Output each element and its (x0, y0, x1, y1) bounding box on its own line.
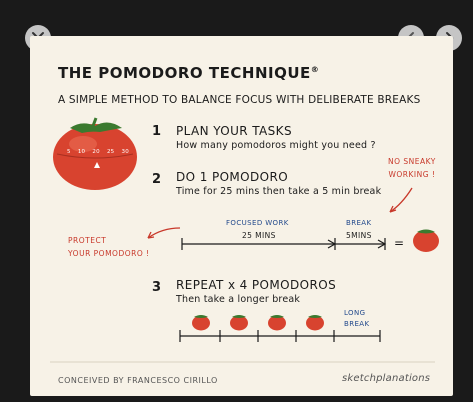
tomato-icon (413, 229, 439, 252)
tomato-timer-icon (53, 117, 137, 190)
step-description: Then take a longer break (176, 294, 301, 305)
work-duration-label: 25 MINS (242, 231, 276, 240)
subtitle: A SIMPLE METHOD TO BALANCE FOCUS WITH DE… (58, 94, 421, 106)
note-line: YOUR POMODORO ! (68, 249, 150, 258)
long-break-label: LONG BREAK (344, 308, 369, 330)
step-title: DO 1 POMODORO (176, 170, 289, 184)
step-title: PLAN YOUR TASKS (176, 124, 292, 138)
note-line: LONG (344, 309, 366, 317)
note-line: PROTECT (68, 236, 107, 245)
focused-work-label: FOCUSED WORK (226, 219, 289, 227)
break-duration-label: 5MINS (346, 231, 372, 240)
note-line: BREAK (344, 320, 370, 328)
step-description: Time for 25 mins then take a 5 min break (176, 186, 382, 197)
tomato-icon (230, 315, 248, 331)
brand-text: sketchplanations (342, 373, 431, 384)
timer-tick: 10 (77, 149, 86, 155)
timer-tick: 20 (92, 149, 100, 155)
title-text: THE POMODORO TECHNIQUE (58, 64, 311, 82)
arrow-protect (147, 227, 181, 239)
protect-pomodoro-note: PROTECT YOUR POMODORO ! (68, 234, 150, 260)
tomato-icon (306, 315, 324, 331)
step-number: 3 (152, 280, 162, 295)
step-number: 2 (152, 172, 162, 187)
no-sneaky-working-note: NO SNEAKY WORKING ! (388, 155, 436, 181)
tomato-icon (268, 315, 286, 331)
pomodoro-sketch-card: 5 10 20 25 30 THE POMODORO TECHNIQUE® A … (30, 36, 453, 396)
repeat-timeline (179, 330, 381, 342)
timer-ticks: 5 10 20 25 30 (67, 149, 129, 155)
note-line: NO SNEAKY (388, 157, 436, 166)
sketch-drawings (50, 117, 439, 363)
timer-tick: 30 (121, 149, 129, 155)
credit-text: CONCEIVED BY FRANCESCO CIRILLO (58, 376, 218, 385)
step-description: How many pomodoros might you need ? (176, 140, 376, 151)
timer-tick: 25 (106, 149, 115, 155)
tomato-icon (192, 315, 210, 331)
page-title: THE POMODORO TECHNIQUE® (58, 64, 319, 82)
equals-sign: = (394, 236, 405, 250)
timer-tick: 5 (67, 149, 71, 155)
step-title: REPEAT x 4 POMODOROS (176, 278, 337, 292)
step-number: 1 (152, 124, 162, 139)
pomodoro-timeline (181, 238, 387, 250)
break-label: BREAK (346, 219, 372, 227)
note-line: WORKING ! (388, 170, 436, 179)
registered-mark: ® (310, 65, 320, 74)
arrow-no-sneaky (389, 187, 413, 213)
